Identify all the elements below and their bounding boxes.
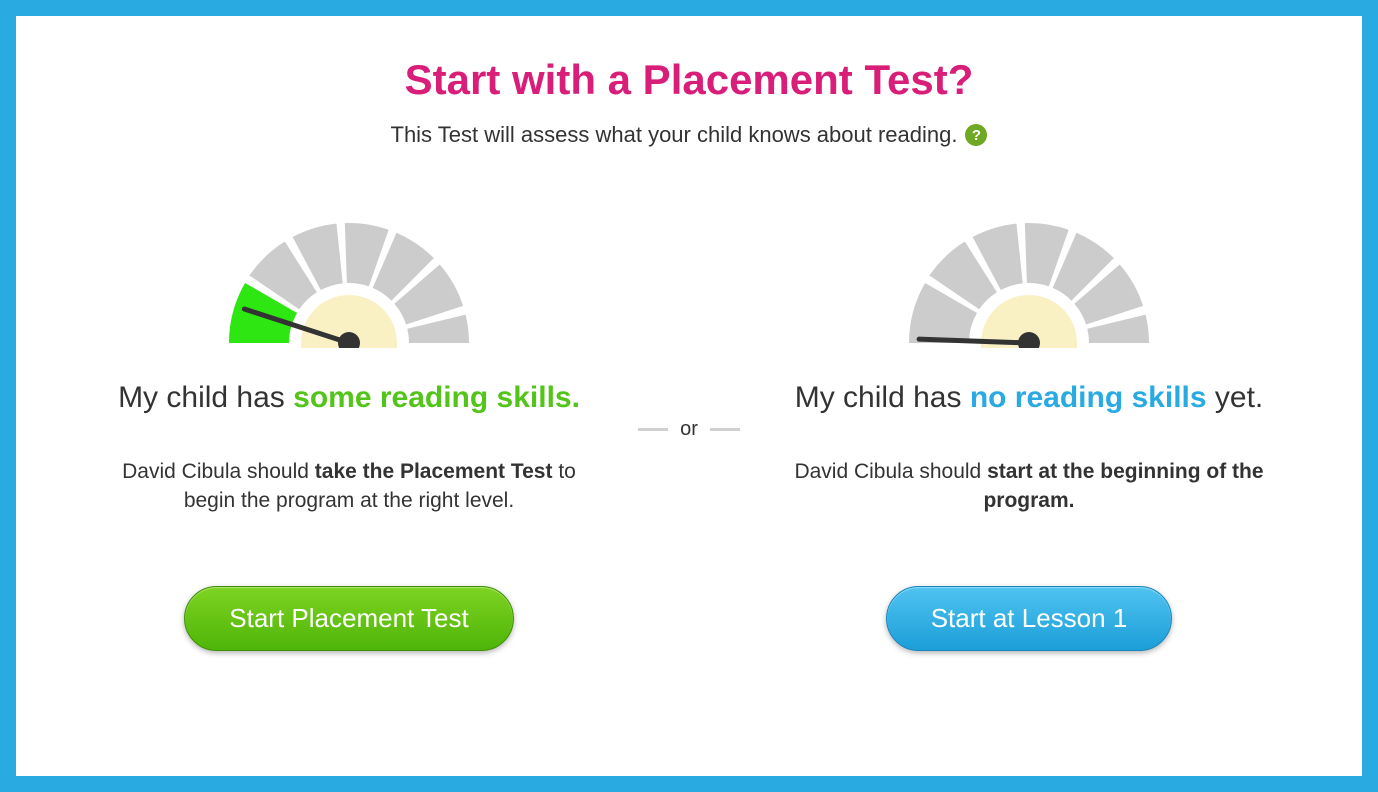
desc-bold: start at the beginning of the program. xyxy=(983,460,1263,512)
subtitle-row: This Test will assess what your child kn… xyxy=(391,122,988,148)
desc-prefix: David Cibula should xyxy=(794,460,981,483)
heading-highlight-none: no reading skills xyxy=(970,381,1207,414)
divider-text: or xyxy=(680,418,698,441)
option-heading-some: My child has some reading skills. xyxy=(89,378,609,417)
desc-bold: take the Placement Test xyxy=(315,460,553,483)
option-some-skills: My child has some reading skills. David … xyxy=(69,218,629,651)
gauge-some-skills xyxy=(89,218,609,348)
placement-test-panel: Start with a Placement Test? This Test w… xyxy=(16,16,1362,776)
option-desc-none: David Cibula should start at the beginni… xyxy=(769,457,1289,516)
start-lesson-one-button[interactable]: Start at Lesson 1 xyxy=(886,586,1173,651)
heading-suffix: yet. xyxy=(1215,381,1263,414)
option-desc-some: David Cibula should take the Placement T… xyxy=(89,457,609,516)
heading-highlight-some: some reading skills. xyxy=(293,381,580,414)
start-placement-test-button[interactable]: Start Placement Test xyxy=(184,586,513,651)
options-row: My child has some reading skills. David … xyxy=(66,218,1312,651)
desc-prefix: David Cibula should xyxy=(122,460,309,483)
subtitle-text: This Test will assess what your child kn… xyxy=(391,122,958,148)
divider: or xyxy=(629,418,749,441)
option-no-skills: My child has no reading skills yet. Davi… xyxy=(749,218,1309,651)
option-heading-none: My child has no reading skills yet. xyxy=(769,378,1289,417)
help-icon[interactable]: ? xyxy=(965,124,987,146)
divider-line-left xyxy=(638,428,668,431)
gauge-no-skills xyxy=(769,218,1289,348)
page-title: Start with a Placement Test? xyxy=(66,56,1312,104)
divider-line-right xyxy=(710,428,740,431)
heading-prefix: My child has xyxy=(118,381,285,414)
header: Start with a Placement Test? This Test w… xyxy=(66,56,1312,148)
heading-prefix: My child has xyxy=(795,381,962,414)
